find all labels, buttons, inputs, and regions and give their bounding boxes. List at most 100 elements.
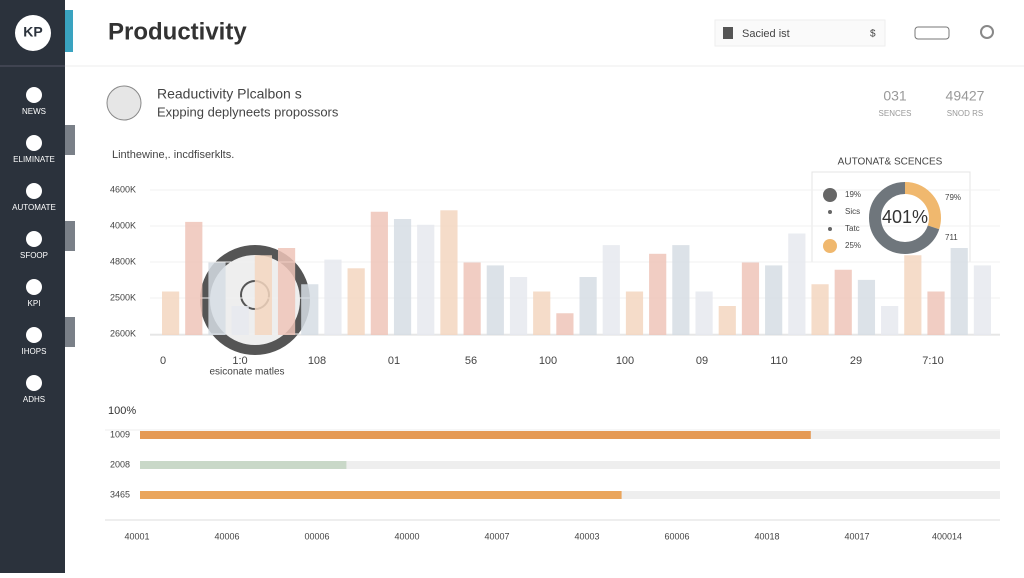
sidebar-item: KPI <box>28 299 41 308</box>
sidebar-item: ADHS <box>23 395 45 404</box>
x-tick-label: 110 <box>770 355 788 367</box>
x-tick-label: 40018 <box>754 531 779 541</box>
sidebar-icon <box>26 375 42 391</box>
bar <box>973 265 991 335</box>
bar <box>556 313 574 335</box>
card-title: Reaductivity Plcalbon s <box>157 86 302 102</box>
card-icon <box>106 85 142 121</box>
row-label: 1009 <box>110 429 130 439</box>
x-tick-label: 40001 <box>124 531 149 541</box>
legend-label: Tatc <box>845 224 860 233</box>
donut-side-label: 79% <box>945 193 961 202</box>
stat-label: SENCES <box>879 109 912 118</box>
bar <box>602 245 620 335</box>
sidebar-icon <box>26 87 42 103</box>
sidebar-item: IHOPS <box>22 347 47 356</box>
y-tick-label: 4000K <box>110 220 136 230</box>
bar <box>417 224 435 335</box>
x-tick-label: 1:0 <box>232 355 247 367</box>
logo-badge <box>15 15 51 51</box>
y-tick-label: 2600K <box>110 328 136 338</box>
y-tick-label: 4600K <box>110 184 136 194</box>
sidebar-item: SFOOP <box>20 251 48 260</box>
sidebar-icon <box>26 327 42 343</box>
sidebar-highlight <box>65 125 75 155</box>
x-tick-label: 100 <box>616 355 634 367</box>
legend-label: 25% <box>845 241 861 250</box>
sidebar-icon <box>26 231 42 247</box>
donut-center: 401% <box>882 207 928 227</box>
bar <box>324 259 342 335</box>
sidebar-item: AUTOMATE <box>12 203 56 212</box>
progress-bar <box>140 491 622 499</box>
legend-dot <box>828 210 832 214</box>
sidebar-icon <box>26 135 42 151</box>
x-tick-label: 56 <box>465 355 477 367</box>
bar <box>741 262 760 335</box>
x-tick-label: 29 <box>850 355 862 367</box>
bar <box>765 265 783 335</box>
bar <box>950 248 968 335</box>
bar <box>625 291 644 335</box>
row-label: 3465 <box>110 489 130 499</box>
x-tick-label: 108 <box>308 355 326 367</box>
accent <box>65 10 73 52</box>
progress-bar <box>140 461 347 469</box>
legend-label: Sics <box>845 207 860 216</box>
bar <box>370 211 388 335</box>
x-tick-label: 09 <box>696 355 708 367</box>
x-tick-label: 0 <box>160 355 166 367</box>
x-tick-label: 00006 <box>304 531 329 541</box>
logo: KP <box>23 24 42 40</box>
x-tick-label: 40017 <box>844 531 869 541</box>
search-text: Sacied ist <box>742 28 790 40</box>
bar <box>533 291 551 335</box>
stat-label: SNOD RS <box>947 109 983 118</box>
sidebar-item: ELIMINATE <box>13 155 55 164</box>
page-title: Productivity <box>108 18 247 45</box>
bar <box>649 253 667 335</box>
track <box>140 461 1000 469</box>
bar <box>881 306 899 335</box>
bottom-top-label: 100% <box>108 405 136 417</box>
chart-subtitle: Linthewine,. incdfiserklts. <box>112 149 234 161</box>
legend-label: 19% <box>845 190 861 199</box>
bar <box>834 269 852 335</box>
row-label: 2008 <box>110 459 130 469</box>
bar <box>579 277 597 335</box>
bar <box>301 284 319 335</box>
bar <box>788 233 806 335</box>
progress-bar <box>140 431 811 439</box>
x-tick-label: 40003 <box>574 531 599 541</box>
bar <box>904 255 922 335</box>
bar <box>208 262 226 335</box>
bar <box>695 291 713 335</box>
toggle[interactable] <box>914 26 950 40</box>
sidebar-icon <box>26 279 42 295</box>
bar <box>254 255 272 335</box>
x-tick-label: 40007 <box>484 531 509 541</box>
x-tick-label: 40006 <box>214 531 239 541</box>
bar <box>718 306 736 335</box>
bar <box>440 210 458 335</box>
search-button[interactable] <box>980 25 994 39</box>
bar <box>811 284 829 335</box>
legend-dot <box>823 239 837 253</box>
donut-segment <box>869 182 941 254</box>
sidebar-icon <box>26 183 42 199</box>
y-tick-label: 2500K <box>110 292 136 302</box>
bar <box>277 248 296 335</box>
bar <box>463 262 481 335</box>
x-tick-label: 400014 <box>932 531 962 541</box>
legend-dot <box>828 227 832 231</box>
bar <box>486 265 504 335</box>
x-tick-label: 01 <box>388 355 400 367</box>
search-box[interactable] <box>714 19 886 47</box>
search-icon <box>723 27 733 39</box>
x-tick-label: 40000 <box>394 531 419 541</box>
bar <box>509 277 528 335</box>
bar <box>857 279 876 335</box>
bar <box>231 306 249 335</box>
